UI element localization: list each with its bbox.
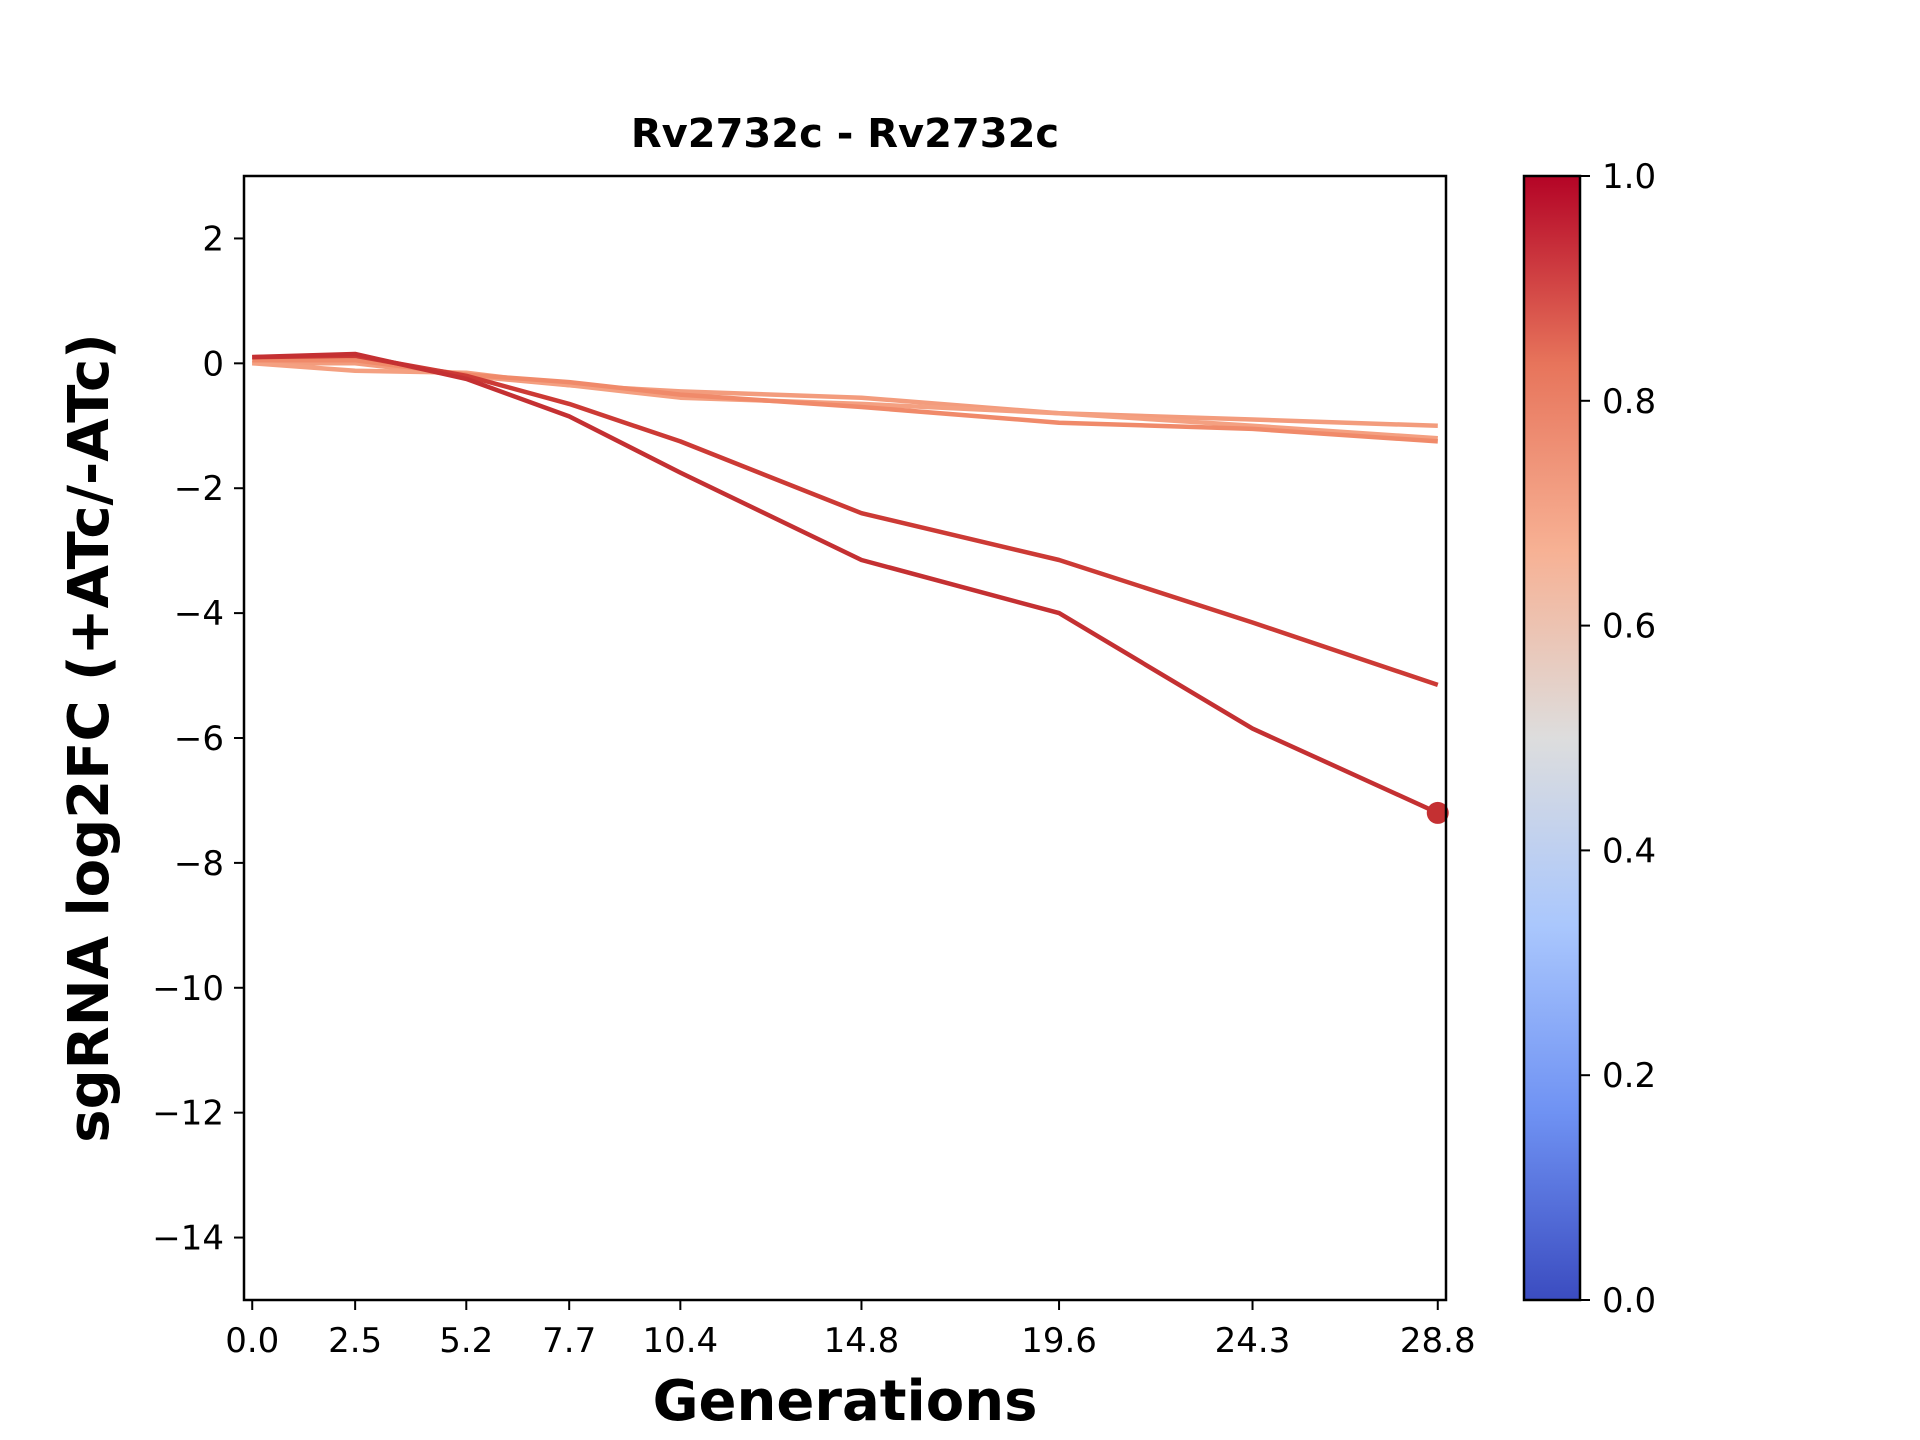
y-tick-label: −12 <box>152 1094 224 1134</box>
x-axis: 0.0 2.5 5.2 7.7 10.4 14.8 19.6 24.3 28.8 <box>225 1300 1476 1361</box>
y-tick-label: −6 <box>174 719 224 759</box>
series-line-1 <box>252 361 1438 429</box>
colorbar-tick-label: 0.0 <box>1602 1281 1656 1321</box>
y-tick-label: −10 <box>152 969 224 1009</box>
colorbar-tick-label: 0.4 <box>1602 831 1656 871</box>
x-tick-label: 28.8 <box>1400 1321 1476 1361</box>
x-tick-label: 19.6 <box>1021 1321 1097 1361</box>
series-line-5 <box>252 351 1439 815</box>
x-tick-label: 14.8 <box>824 1321 900 1361</box>
colorbar-tick-label: 0.8 <box>1602 382 1656 422</box>
series-line-3 <box>252 357 1438 444</box>
y-tick-label: −4 <box>174 594 224 634</box>
y-tick-label: −14 <box>152 1219 224 1259</box>
x-tick-label: 10.4 <box>642 1321 718 1361</box>
colorbar <box>1522 174 1582 1302</box>
chart-title: Rv2732c - Rv2732c <box>631 111 1059 157</box>
x-tick-label: 0.0 <box>225 1321 279 1361</box>
y-axis: 2 0 −2 −4 −6 −8 −10 −12 −14 <box>152 219 244 1259</box>
x-tick-label: 24.3 <box>1215 1321 1291 1361</box>
y-tick-label: 2 <box>202 219 224 259</box>
colorbar-tick-label: 0.2 <box>1602 1056 1656 1096</box>
y-tick-label: −8 <box>174 844 224 884</box>
x-tick-label: 2.5 <box>328 1321 382 1361</box>
colorbar-axis: 0.0 0.2 0.4 0.6 0.8 1.0 <box>1580 157 1656 1321</box>
series-line-2 <box>252 361 1438 441</box>
x-axis-label: Generations <box>653 1369 1038 1434</box>
plot-area <box>252 351 1449 824</box>
y-tick-label: −2 <box>174 469 224 509</box>
colorbar-tick-label: 0.6 <box>1602 607 1656 647</box>
highlight-point <box>1426 801 1449 824</box>
x-tick-label: 5.2 <box>439 1321 493 1361</box>
y-axis-label: sgRNA log2FC (+ATc/-ATc) <box>57 333 122 1143</box>
y-tick-label: 0 <box>202 344 224 384</box>
x-tick-label: 7.7 <box>542 1321 596 1361</box>
colorbar-tick-label: 1.0 <box>1602 157 1656 197</box>
